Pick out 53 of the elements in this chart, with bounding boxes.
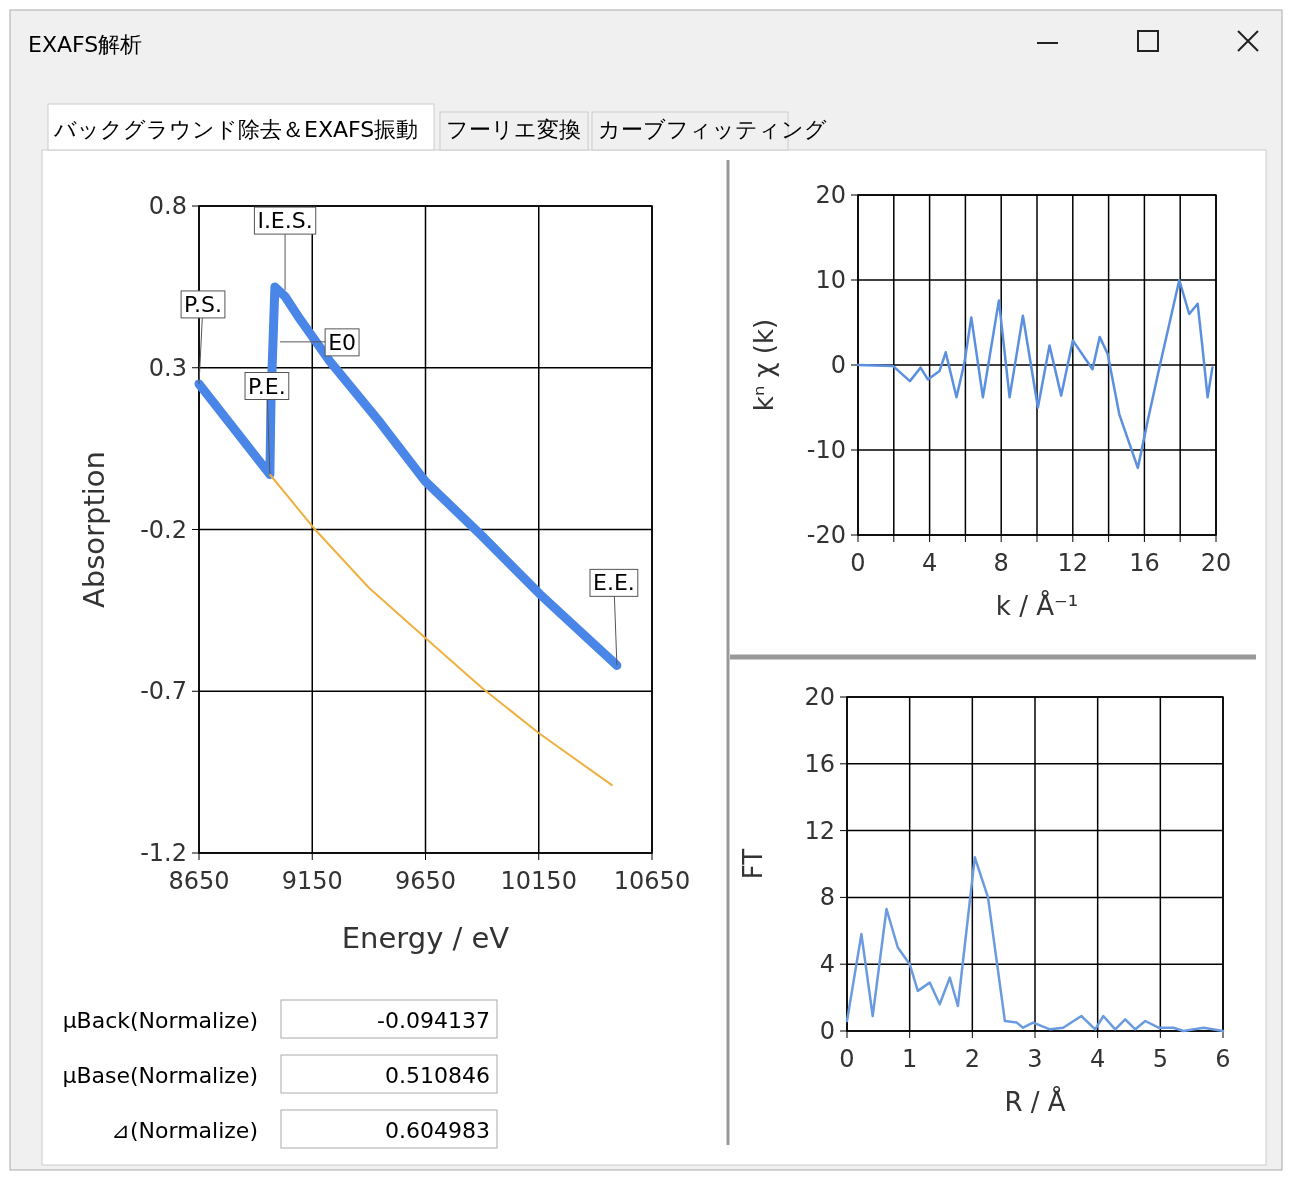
x-tick-label: 20 [1200, 549, 1232, 577]
text: バックグラウンド除去＆EXAFS振動 [53, 117, 419, 142]
x-tick-label: 12 [1057, 549, 1089, 577]
text: μBack(Normalize) [62, 1008, 258, 1033]
x-tick-label: 10650 [613, 867, 691, 895]
y-axis-title: Absorption [77, 451, 111, 608]
x-tick-label: 2 [964, 1045, 980, 1073]
x-tick-label: 4 [1090, 1045, 1106, 1073]
x-axis-title: Energy / eV [341, 921, 510, 955]
annotation: P.E. [248, 373, 286, 399]
x-tick-label: 8650 [168, 867, 230, 895]
text: カーブフィッティング [598, 117, 827, 142]
x-tick-label: 8 [993, 549, 1009, 577]
x-tick-label: 6 [1215, 1045, 1231, 1073]
y-tick-label: 0 [830, 351, 846, 379]
y-tick-label: 16 [804, 749, 835, 778]
text: μBase(Normalize) [62, 1063, 258, 1088]
y-tick-label: 20 [804, 683, 835, 711]
x-tick-label: 5 [1152, 1045, 1168, 1073]
y-tick-label: 0.8 [148, 192, 187, 220]
x-axis-title: R / Å [1004, 1086, 1066, 1117]
text: EXAFS解析 [28, 32, 143, 57]
x-tick-label: 1 [902, 1045, 918, 1073]
y-tick-label: 4 [819, 950, 835, 979]
x-tick-label: 3 [1027, 1045, 1043, 1073]
annotation: E0 [328, 329, 357, 355]
y-axis-title: FT [738, 848, 768, 880]
annotation: E.E. [592, 570, 635, 596]
x-tick-label: 0 [850, 549, 866, 577]
y-tick-label: 0 [819, 1017, 835, 1045]
x-tick-label: 4 [921, 549, 938, 577]
y-tick-label: -1.2 [140, 839, 187, 867]
text: ⊿(Normalize) [111, 1118, 258, 1143]
text: 0.510846 [385, 1063, 490, 1088]
x-axis-title: k / Å⁻¹ [995, 590, 1079, 621]
text: -0.094137 [377, 1008, 490, 1033]
x-tick-label: 10150 [500, 867, 577, 895]
x-tick-label: 16 [1129, 549, 1160, 577]
y-tick-label: 10 [815, 266, 846, 294]
y-tick-label: 12 [804, 816, 835, 845]
y-tick-label: -0.2 [140, 515, 187, 544]
y-tick-label: 20 [815, 181, 846, 209]
x-tick-label: 9650 [394, 867, 457, 895]
y-tick-label: -10 [806, 436, 846, 464]
y-axis-title: kⁿ χ (k) [749, 318, 779, 412]
y-tick-label: 0.3 [148, 353, 187, 382]
x-tick-label: 9150 [281, 867, 343, 895]
annotation: I.E.S. [257, 208, 313, 234]
text: 0.604983 [385, 1118, 490, 1143]
annotation: P.S. [184, 291, 222, 317]
text: フーリエ変換 [446, 117, 581, 142]
y-tick-label: -0.7 [140, 677, 187, 706]
y-tick-label: -20 [806, 521, 846, 549]
